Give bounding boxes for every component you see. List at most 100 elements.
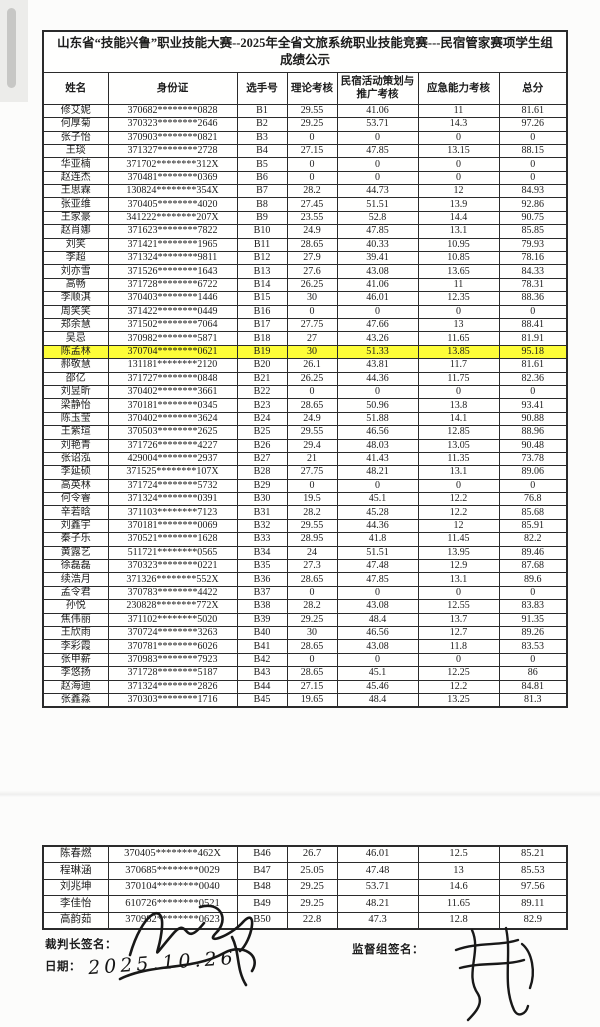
table-row: 何令睿 371324********0391 B30 19.5 45.1 12.2 76.8: [42, 492, 568, 507]
total-score-cell: 81.61: [498, 358, 568, 373]
planning-score-cell: 50.96: [336, 398, 419, 413]
name-cell: 王紫瑄: [42, 425, 109, 440]
emergency-score-cell: 13.1: [417, 465, 500, 480]
theory-score-cell: 25.05: [286, 862, 338, 880]
scrollbar-thumb[interactable]: [7, 8, 16, 88]
emergency-score-cell: 12.2: [417, 679, 500, 694]
emergency-score-cell: 0: [417, 304, 500, 320]
table-row: 赵海迪 371324********2826 B44 27.15 45.46 12.2 84…: [42, 679, 568, 694]
theory-score-cell: 0: [286, 304, 338, 320]
theory-score-cell: 29.55: [286, 103, 338, 119]
total-score-cell: 79.93: [498, 237, 568, 253]
contestant-no-cell: B42: [236, 652, 288, 668]
id-cell: 370982********0623: [107, 911, 238, 930]
emergency-score-cell: 13.25: [417, 692, 500, 708]
column-header-planning: 民宿活动策划与推广考核: [336, 71, 419, 105]
planning-score-cell: 43.08: [336, 639, 419, 654]
id-cell: 370781********6026: [107, 639, 238, 654]
planning-score-cell: 47.48: [336, 559, 419, 574]
emergency-score-cell: 13.7: [417, 612, 500, 627]
theory-score-cell: 0: [286, 130, 338, 145]
contestant-no-cell: B18: [236, 331, 288, 346]
planning-score-cell: 0: [336, 130, 419, 145]
table-row: 徐磊磊 370323********0221 B35 27.3 47.48 12.9 87.…: [42, 559, 568, 574]
emergency-score-cell: 12.2: [417, 505, 500, 520]
name-cell: 陈春燃: [42, 845, 109, 864]
contestant-no-cell: B28: [236, 465, 288, 480]
name-cell: 张甲薪: [42, 652, 109, 668]
name-cell: 李悠扬: [42, 666, 109, 681]
name-cell: 李顺淇: [42, 291, 109, 306]
table-row: 刘笑 371421********1965 B11 28.65 40.33 10.95 79…: [42, 237, 568, 253]
total-score-cell: 89.46: [498, 545, 568, 561]
contestant-no-cell: B23: [236, 398, 288, 413]
theory-score-cell: 29.25: [286, 117, 338, 132]
table-row: 郝敬慧 131181********2120 B20 26.1 43.81 11.7 81.…: [42, 358, 568, 373]
planning-score-cell: 0: [336, 304, 419, 320]
planning-score-cell: 0: [336, 585, 419, 601]
contestant-no-cell: B8: [236, 197, 288, 212]
planning-score-cell: 0: [336, 652, 419, 668]
column-header-name: 姓名: [42, 71, 109, 105]
emergency-score-cell: 14.1: [417, 411, 500, 427]
contestant-no-cell: B30: [236, 492, 288, 507]
emergency-score-cell: 14.6: [417, 878, 500, 897]
id-cell: 370521********1628: [107, 532, 238, 547]
emergency-score-cell: 0: [417, 585, 500, 601]
total-score-cell: 89.11: [498, 895, 568, 913]
planning-score-cell: 45.28: [336, 505, 419, 520]
contestant-no-cell: B25: [236, 425, 288, 440]
emergency-score-cell: 13.05: [417, 438, 500, 453]
planning-score-cell: 48.4: [336, 692, 419, 708]
emergency-score-cell: 11.65: [417, 895, 500, 913]
name-cell: 何厚菊: [42, 117, 109, 132]
emergency-score-cell: 13.1: [417, 224, 500, 239]
supervisor-signature: [454, 926, 534, 1022]
name-cell: 郑余慧: [42, 317, 109, 333]
emergency-score-cell: 11.45: [417, 532, 500, 547]
results-table-page1: 山东省“技能兴鲁”职业技能大赛--2025年全省文旅系统职业技能竞赛---民宿管…: [42, 30, 569, 708]
theory-score-cell: 28.65: [286, 639, 338, 654]
theory-score-cell: 26.1: [286, 358, 338, 373]
theory-score-cell: 27.9: [286, 251, 338, 266]
column-header-theory: 理论考核: [286, 71, 338, 105]
name-cell: 李超: [42, 251, 109, 266]
planning-score-cell: 48.21: [336, 465, 419, 480]
id-cell: 371326********552X: [107, 572, 238, 587]
total-score-cell: 85.21: [498, 845, 568, 864]
total-score-cell: 0: [498, 130, 568, 145]
contestant-no-cell: B40: [236, 625, 288, 641]
contestant-no-cell: B32: [236, 518, 288, 534]
total-score-cell: 73.78: [498, 451, 568, 467]
id-cell: 371623********7822: [107, 224, 238, 239]
theory-score-cell: 28.2: [286, 505, 338, 520]
contestant-no-cell: B14: [236, 277, 288, 293]
table-row: 何厚菊 370323********2646 B2 29.25 53.71 14.3 97.…: [42, 117, 568, 132]
theory-score-cell: 28.65: [286, 398, 338, 413]
name-cell: 焦伟丽: [42, 612, 109, 627]
total-score-cell: 86: [498, 666, 568, 681]
contestant-no-cell: B24: [236, 411, 288, 427]
planning-score-cell: 46.56: [336, 625, 419, 641]
theory-score-cell: 19.5: [286, 492, 338, 507]
theory-score-cell: 0: [286, 170, 338, 186]
emergency-score-cell: 13.9: [417, 197, 500, 212]
planning-score-cell: 52.8: [336, 210, 419, 226]
planning-score-cell: 46.01: [336, 291, 419, 306]
planning-score-cell: 47.85: [336, 143, 419, 159]
contestant-no-cell: B26: [236, 438, 288, 453]
emergency-score-cell: 12.55: [417, 599, 500, 614]
table-row: 焦伟丽 371102********5020 B39 29.25 48.4 13.7 91.…: [42, 612, 568, 627]
name-cell: 张子怡: [42, 130, 109, 145]
total-score-cell: 85.91: [498, 518, 568, 534]
planning-score-cell: 44.73: [336, 184, 419, 199]
name-cell: 孙悦: [42, 599, 109, 614]
planning-score-cell: 48.4: [336, 612, 419, 627]
contestant-no-cell: B5: [236, 157, 288, 172]
contestant-no-cell: B22: [236, 384, 288, 400]
total-score-cell: 81.61: [498, 103, 568, 119]
contestant-no-cell: B15: [236, 291, 288, 306]
contestant-no-cell: B3: [236, 130, 288, 145]
theory-score-cell: 28.2: [286, 599, 338, 614]
table-row: 陈孟林 370704********0621 B19 30 51.33 13.85 95.1…: [42, 344, 568, 360]
